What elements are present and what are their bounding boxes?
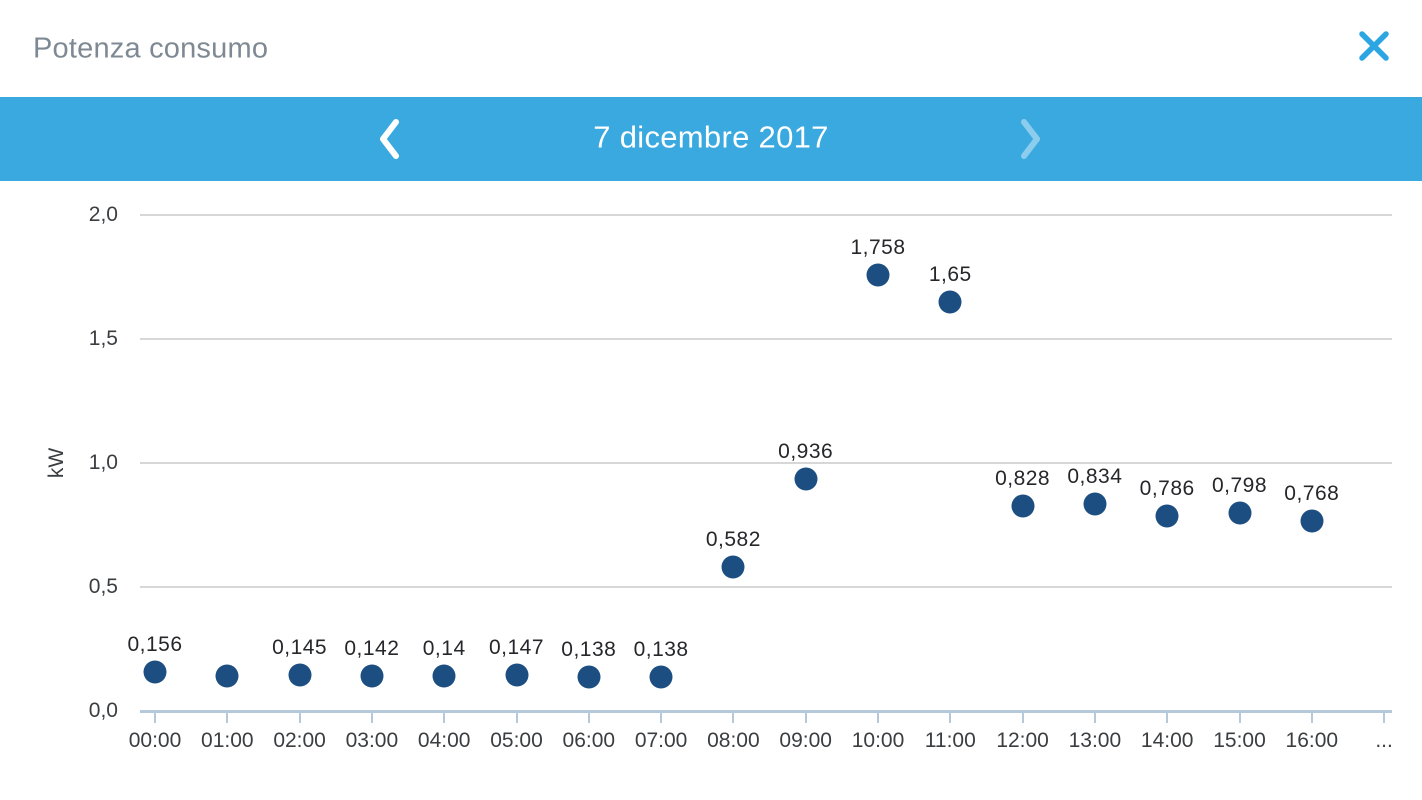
x-axis-tick [226, 711, 229, 723]
previous-day-button[interactable] [366, 111, 414, 167]
data-point [143, 660, 167, 684]
data-point-label: 0,145 [272, 636, 328, 660]
data-point-label: 0,834 [1067, 465, 1123, 489]
x-axis-label: 00:00 [128, 729, 182, 752]
x-axis-label: 12:00 [996, 729, 1049, 752]
x-axis-label: 02:00 [273, 729, 326, 752]
data-point-label: 0,138 [561, 637, 617, 661]
data-point-label: 0,147 [488, 635, 545, 659]
x-axis-label: 07:00 [634, 729, 688, 752]
x-axis-tick [949, 711, 952, 723]
data-point-label: 0,798 [1211, 474, 1268, 498]
data-point [649, 665, 673, 689]
x-axis-line [140, 710, 1392, 713]
y-axis-tick-label: 2,0 [88, 203, 118, 226]
data-point [938, 290, 962, 314]
x-axis-label: 16:00 [1285, 729, 1339, 752]
data-point [1155, 504, 1179, 528]
x-axis-label: 01:00 [201, 729, 254, 752]
date-navigation-bar: 7 dicembre 2017 [0, 97, 1422, 181]
x-axis-label: 09:00 [779, 729, 832, 752]
data-point [1011, 494, 1035, 518]
y-axis-tick-label: 1,0 [88, 451, 118, 474]
x-axis-tick [1383, 711, 1386, 723]
x-axis-tick [804, 711, 807, 723]
x-axis-tick [587, 711, 590, 723]
x-axis-label: 10:00 [851, 729, 905, 752]
y-axis-tick-label: 1,5 [88, 327, 118, 350]
data-point-label: 0,142 [344, 636, 400, 660]
data-point-label: 0,786 [1139, 477, 1195, 501]
x-axis-label: ... [1375, 729, 1393, 752]
dialog-title: Potenza consumo [33, 32, 269, 64]
data-point-label: 1,758 [850, 236, 906, 260]
x-axis-tick [1093, 711, 1096, 723]
x-axis-label: 06:00 [562, 729, 616, 752]
data-point-label: 0,768 [1284, 481, 1340, 505]
data-point [1228, 501, 1251, 525]
current-date-label: 7 dicembre 2017 [593, 119, 829, 155]
x-axis-tick [154, 711, 156, 723]
x-axis-tick [1238, 711, 1241, 723]
x-axis-tick [877, 711, 879, 723]
gridline [140, 338, 1392, 340]
next-day-button[interactable] [1006, 111, 1054, 167]
x-axis-tick [660, 711, 663, 723]
data-point [505, 663, 528, 687]
dialog-header: Potenza consumo [0, 0, 1422, 97]
data-point [1083, 492, 1107, 516]
y-axis-tick-label: 0,0 [88, 699, 118, 722]
gridline [140, 214, 1392, 216]
x-axis-tick [1166, 711, 1169, 723]
x-axis-tick [443, 711, 446, 723]
data-point [360, 664, 384, 688]
y-axis-title: kW [45, 447, 68, 479]
data-point-label: 0,936 [778, 439, 834, 463]
data-point [866, 263, 890, 287]
x-axis-tick [1310, 711, 1313, 723]
data-point-label: 0,828 [995, 466, 1051, 490]
x-axis-tick [515, 711, 518, 723]
x-axis-tick [732, 711, 735, 723]
data-point-label: 1,65 [928, 262, 972, 286]
power-consumption-chart: 2,0 1,5 1,0 0,5 0,0 kW 00:00 01:00 02:00 03:00 04:… [0, 181, 1422, 800]
x-axis-label: 08:00 [707, 729, 760, 752]
data-point [288, 663, 312, 687]
gridline [140, 586, 1392, 588]
x-axis-label: 14:00 [1140, 729, 1194, 752]
x-axis-label: 05:00 [490, 729, 543, 752]
close-button[interactable] [1352, 24, 1396, 68]
x-axis-tick [370, 711, 373, 723]
chevron-left-icon [380, 119, 399, 159]
x-axis-label: 03:00 [345, 729, 399, 752]
data-point [432, 664, 456, 688]
close-icon [1359, 31, 1389, 61]
data-point [794, 467, 818, 491]
data-point-label: 0,582 [705, 527, 761, 551]
gridline [140, 462, 1392, 464]
data-point-label: 0,138 [633, 637, 689, 661]
x-axis-label: 13:00 [1068, 729, 1122, 752]
chevron-right-icon [1021, 119, 1040, 159]
x-axis-tick [298, 711, 301, 723]
data-point [577, 665, 601, 689]
data-point-label: 0,14 [422, 637, 466, 661]
data-point [721, 555, 745, 579]
data-point [215, 664, 239, 688]
data-point-label: 0,156 [127, 633, 183, 657]
y-axis-tick-label: 0,5 [88, 575, 118, 598]
x-axis-label: 15:00 [1213, 729, 1266, 752]
x-axis-label: 11:00 [924, 729, 976, 752]
x-axis-tick [1021, 711, 1024, 723]
x-axis-label: 04:00 [417, 729, 471, 752]
data-point [1300, 509, 1324, 533]
